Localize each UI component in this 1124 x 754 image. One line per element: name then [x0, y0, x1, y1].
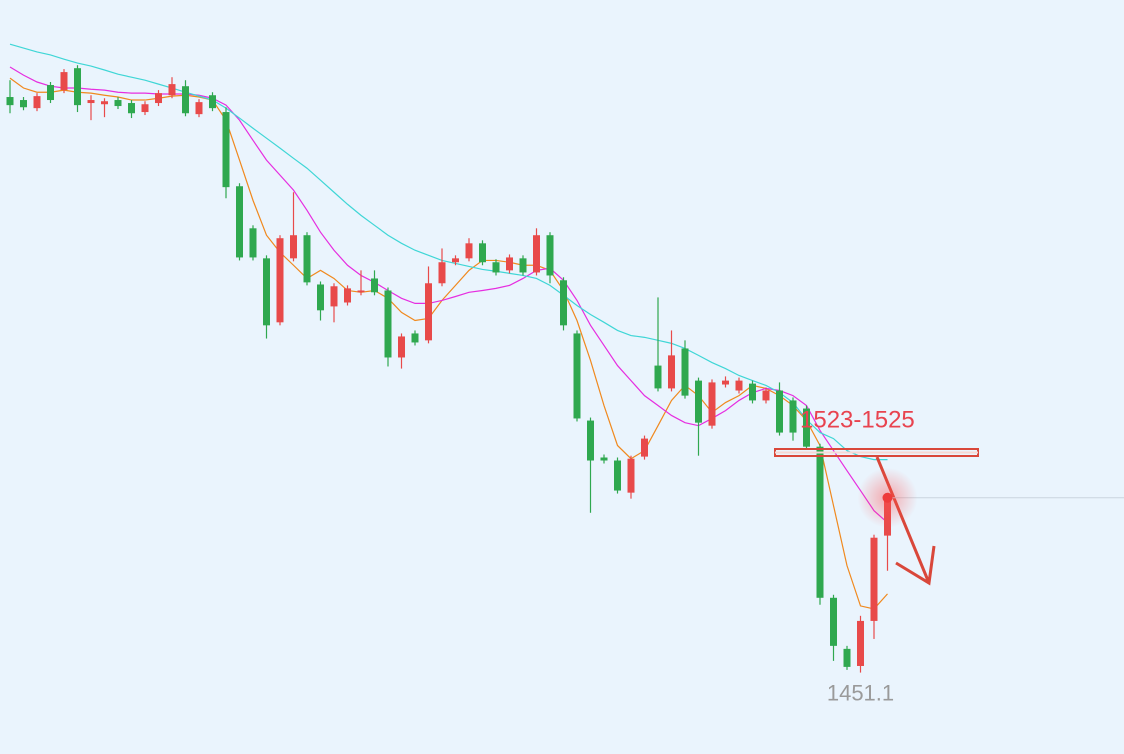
moving-average-line — [9, 43, 888, 461]
candle-body — [519, 258, 527, 273]
candle-body — [695, 380, 702, 423]
last-price-dot — [882, 492, 893, 503]
annotation: 1523-1525 — [800, 406, 915, 433]
candle-body — [33, 96, 41, 109]
candle-body — [533, 235, 540, 273]
candle-body — [654, 365, 662, 389]
resistance-zone-inner — [775, 451, 978, 454]
candle-body — [141, 104, 149, 113]
moving-average-line — [9, 77, 888, 610]
candle-body — [101, 101, 108, 105]
candle-body — [870, 537, 878, 621]
candle-body — [20, 100, 27, 108]
candle-body — [182, 86, 189, 114]
candle-body — [843, 648, 851, 667]
candle-body — [74, 68, 81, 106]
candle-body — [641, 438, 648, 457]
candle-body — [587, 420, 594, 461]
candle-body — [236, 186, 243, 258]
candle-body — [195, 102, 203, 115]
moving-average-line — [9, 66, 888, 524]
candle-body — [722, 380, 729, 385]
candle-body — [60, 72, 68, 91]
candle-body — [209, 95, 216, 109]
candle-body — [735, 380, 743, 391]
candle-body — [857, 620, 864, 666]
candle-body — [168, 84, 176, 96]
candle-body — [803, 408, 810, 447]
candle-body — [384, 290, 392, 358]
candle-body — [681, 348, 689, 396]
candle-body — [708, 382, 716, 426]
candle-body — [816, 446, 824, 598]
candle-body — [546, 235, 554, 276]
candle-body — [600, 457, 608, 461]
candle-body — [114, 100, 122, 107]
candle-body — [789, 400, 797, 433]
candle-body — [762, 390, 770, 401]
candle-body — [47, 85, 54, 101]
candle-body — [438, 262, 446, 284]
candle-body — [371, 278, 378, 293]
candle-body — [317, 284, 324, 311]
candle-body — [276, 238, 284, 323]
candle-body — [290, 235, 297, 259]
candle-body — [303, 235, 311, 283]
candle-body — [560, 280, 567, 326]
candle-body — [330, 286, 338, 307]
candle-body — [668, 355, 675, 389]
low-label: 1451.1 — [827, 680, 894, 705]
candle-body — [411, 333, 419, 343]
candle-body — [425, 283, 432, 341]
candle-body — [6, 97, 14, 106]
candle-body — [506, 257, 513, 271]
candle-body — [614, 460, 621, 491]
candle-body — [573, 333, 581, 419]
candle-body — [128, 103, 135, 114]
candle-body — [749, 383, 756, 401]
candle-body — [249, 228, 257, 258]
candle-body — [479, 243, 486, 263]
candle-body — [830, 597, 837, 646]
candle-body — [452, 258, 459, 263]
candle-body — [87, 100, 95, 104]
candle-body — [344, 288, 351, 303]
candle-body — [492, 262, 500, 273]
candle-body — [776, 390, 783, 433]
candle-body — [627, 458, 635, 493]
candle-body — [398, 336, 405, 358]
candle-body — [465, 243, 473, 259]
candle-body — [357, 290, 365, 293]
candle-body — [263, 258, 270, 326]
candle-body — [155, 93, 162, 104]
candle-body — [222, 112, 230, 188]
